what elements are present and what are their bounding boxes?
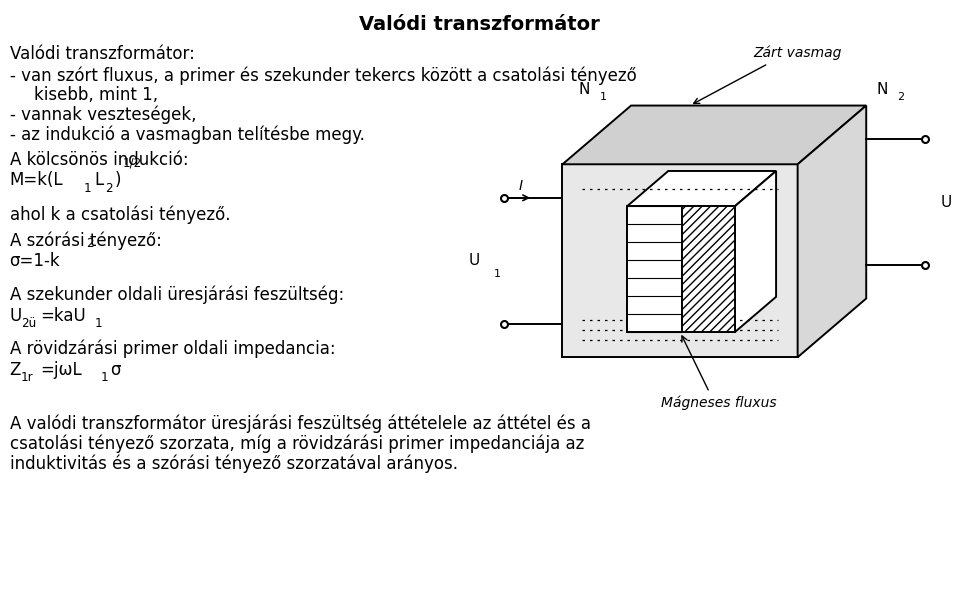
Text: M=k(L: M=k(L — [10, 171, 63, 189]
Text: σ: σ — [110, 361, 121, 379]
Text: ahol k a csatolási tényező.: ahol k a csatolási tényező. — [10, 206, 230, 224]
Polygon shape — [798, 106, 866, 357]
Text: Valódi transzformátor: Valódi transzformátor — [359, 15, 600, 34]
Text: - van szórt fluxus, a primer és szekunder tekercs között a csatolási tényező: - van szórt fluxus, a primer és szekunde… — [10, 66, 637, 85]
Text: Zárt vasmag: Zárt vasmag — [754, 46, 842, 60]
Text: 1: 1 — [95, 317, 103, 331]
Text: =jωL: =jωL — [40, 361, 82, 379]
Text: induktivitás és a szórási tényező szorzatával arányos.: induktivitás és a szórási tényező szorza… — [10, 454, 457, 473]
Text: Z: Z — [10, 361, 21, 379]
Text: - vannak veszteségek,: - vannak veszteségek, — [10, 106, 196, 124]
Text: 2: 2 — [898, 92, 904, 102]
Text: Mágneses fluxus: Mágneses fluxus — [662, 396, 777, 410]
Text: kisebb, mint 1,: kisebb, mint 1, — [34, 86, 157, 104]
Text: L: L — [94, 171, 104, 189]
Text: A szekunder oldali üresjárási feszültség:: A szekunder oldali üresjárási feszültség… — [10, 285, 344, 304]
Text: N: N — [876, 82, 887, 97]
Polygon shape — [627, 171, 776, 206]
Bar — [682, 206, 735, 332]
Text: 1: 1 — [599, 92, 607, 102]
Text: ): ) — [115, 171, 122, 189]
Text: A szórási tényező:: A szórási tényező: — [10, 231, 161, 250]
Bar — [627, 206, 735, 332]
Text: =kaU: =kaU — [40, 307, 86, 325]
Bar — [563, 164, 798, 357]
Text: 2: 2 — [105, 182, 113, 195]
Polygon shape — [563, 106, 866, 164]
Text: A valódi transzformátor üresjárási feszültség áttételele az áttétel és a: A valódi transzformátor üresjárási feszü… — [10, 415, 591, 433]
Text: 2: 2 — [86, 237, 94, 251]
Text: σ=1-k: σ=1-k — [10, 252, 60, 270]
Text: 1: 1 — [83, 182, 91, 195]
Text: csatolási tényező szorzata, míg a rövidzárási primer impedanciája az: csatolási tényező szorzata, míg a rövidz… — [10, 435, 584, 453]
Text: - az indukció a vasmagban telítésbe megy.: - az indukció a vasmagban telítésbe megy… — [10, 126, 364, 144]
Text: U: U — [469, 253, 480, 268]
Text: 1/2: 1/2 — [123, 156, 142, 169]
Polygon shape — [735, 171, 776, 332]
Text: 2ü: 2ü — [21, 317, 36, 331]
Bar — [627, 206, 682, 332]
Text: 1: 1 — [101, 371, 108, 385]
Text: 1r: 1r — [21, 371, 34, 385]
Text: U: U — [10, 307, 22, 325]
Text: I: I — [518, 178, 523, 193]
Text: N: N — [578, 82, 590, 97]
Text: Valódi transzformátor:: Valódi transzformátor: — [10, 45, 195, 63]
Text: U: U — [941, 195, 952, 210]
Text: 1: 1 — [494, 269, 501, 279]
Text: A rövidzárási primer oldali impedancia:: A rövidzárási primer oldali impedancia: — [10, 340, 336, 358]
Text: A kölcsönös indukció:: A kölcsönös indukció: — [10, 151, 188, 169]
